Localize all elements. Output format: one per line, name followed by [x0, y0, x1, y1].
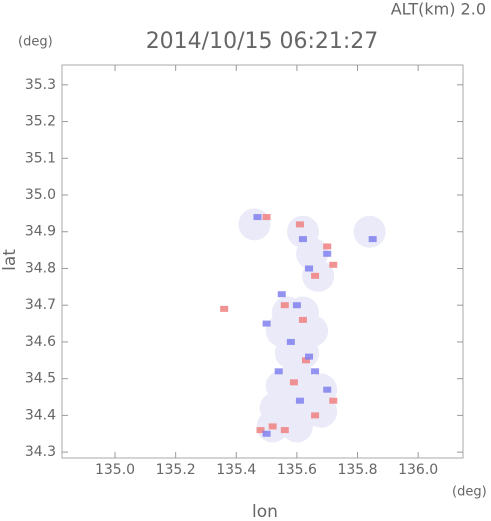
y-tick-label: 34.6	[25, 334, 56, 350]
echo-cell	[295, 221, 304, 228]
echo-cell	[289, 379, 298, 386]
echo-cell	[277, 291, 286, 298]
echo-cell	[262, 214, 271, 221]
x-tick-label: 135.4	[216, 462, 256, 478]
y-unit: (deg)	[18, 35, 53, 50]
echo-cell	[295, 397, 304, 404]
x-tick-label: 135.8	[337, 462, 377, 478]
y-axis-label: lat	[0, 249, 20, 271]
echo-cell	[329, 261, 338, 268]
echo-cell	[280, 427, 289, 434]
echo-cell	[329, 397, 338, 404]
echo-cell	[311, 272, 320, 279]
y-tick-label: 35.1	[25, 150, 56, 166]
y-tick-label: 34.7	[25, 297, 56, 313]
y-tick-label: 34.5	[25, 371, 56, 387]
echo-cell	[323, 243, 332, 250]
x-axis-label: lon	[252, 502, 278, 521]
x-tick-label: 135.2	[156, 462, 196, 478]
echo-region	[280, 410, 313, 443]
chart-title: 2014/10/15 06:21:27	[146, 29, 379, 54]
plot-frame	[61, 64, 464, 459]
echo-cell	[286, 338, 295, 345]
y-tick-label: 35.3	[25, 77, 56, 93]
echo-cell	[301, 357, 310, 364]
echo-cell	[368, 236, 377, 243]
x-unit: (deg)	[452, 485, 487, 500]
altitude-label: ALT(km) 2.0	[391, 0, 486, 19]
echo-region	[305, 373, 338, 406]
echo-cell	[262, 320, 271, 327]
y-tick-label: 34.4	[25, 407, 56, 423]
echo-cell	[298, 236, 307, 243]
y-tick-label: 35.0	[25, 187, 56, 203]
y-tick-label: 35.2	[25, 114, 56, 130]
echo-region	[238, 208, 271, 241]
echo-cell	[280, 302, 289, 309]
echo-region	[353, 215, 386, 248]
echo-cell	[323, 386, 332, 393]
echo-cell	[220, 305, 229, 312]
echo-cell	[268, 423, 277, 430]
echo-region	[305, 395, 338, 428]
x-tick-label: 135.6	[277, 462, 317, 478]
y-tick-label: 34.9	[25, 224, 56, 240]
echo-cell	[292, 302, 301, 309]
x-tick-label: 135.0	[95, 462, 135, 478]
echo-cell	[253, 214, 262, 221]
echo-cell	[323, 250, 332, 257]
echo-cell	[305, 265, 314, 272]
y-tick-label: 34.8	[25, 260, 56, 276]
echo-cell	[305, 353, 314, 360]
echo-cell	[311, 412, 320, 419]
echo-cell	[311, 368, 320, 375]
echo-cell	[274, 368, 283, 375]
echo-cell	[256, 427, 265, 434]
y-tick-label: 34.3	[25, 444, 56, 460]
x-tick-label: 136.0	[398, 462, 438, 478]
echo-cell	[262, 430, 271, 437]
echo-cell	[298, 316, 307, 323]
